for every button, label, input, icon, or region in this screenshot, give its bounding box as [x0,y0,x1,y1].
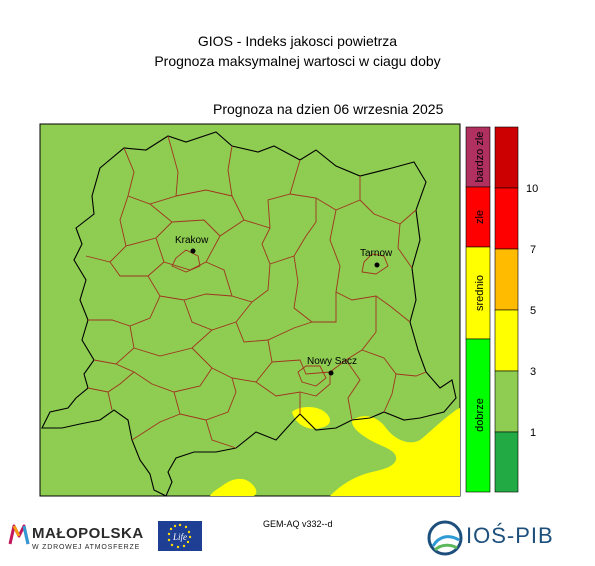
eu-life-text: Life [172,532,187,542]
map-title: GIOS - Indeks jakosci powietrza [197,33,398,49]
scale-tick-label: 7 [530,244,536,256]
category-label: zle [474,210,486,224]
malopolska-logo-subtitle: W ZDROWEJ ATMOSFERZE [32,544,141,551]
scale-tick-label: 3 [530,366,536,378]
category-label: dobrze [474,398,486,432]
model-version: GEM-AQ v332--d [263,519,333,529]
scale-tick-label: 1 [530,427,536,439]
ios-pib-logo-name: IOŚ-PIB [466,523,554,548]
index-color-scale [494,126,519,493]
ios-pib-logo-icon [427,520,463,556]
category-legend: bardzo zle zle srednio dobrze [465,126,491,493]
scale-tick-label: 10 [526,183,538,195]
scale-tick-label: 5 [530,305,536,317]
category-label: bardzo zle [474,132,486,183]
category-label: srednio [474,275,486,311]
eu-life-logo-icon: Life [158,521,202,551]
malopolska-logo-name: MAŁOPOLSKA [32,525,144,542]
city-label-krakow: Krakow [175,235,209,246]
forecast-date: Prognoza na dzien 06 wrzesnia 2025 [213,101,444,117]
moderate-index-area [210,407,460,496]
city-label-tarnow: Tarnow [360,248,393,259]
county-borders [85,135,427,449]
region-border [41,131,457,497]
city-label-nowy-sacz: Nowy Sacz [307,356,358,367]
map-subtitle: Prognoza maksymalnej wartosci w ciagu do… [154,53,441,69]
city-dot-nowy-sacz [328,370,334,376]
city-dot-tarnow [374,262,380,268]
scale-ticks: 10 7 5 3 1 [526,183,538,439]
malopolska-logo-icon [8,524,30,545]
city-dot-krakow [190,248,196,254]
